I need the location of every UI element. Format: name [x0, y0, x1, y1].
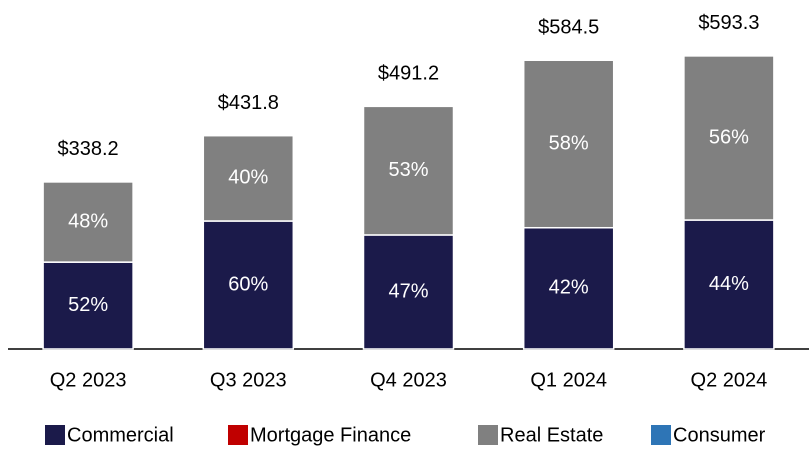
- bar-segment: [202, 134, 295, 222]
- bar-segment: [42, 261, 134, 350]
- total-label: $431.8: [218, 92, 279, 114]
- bar-segment: [362, 105, 455, 236]
- legend-label: Mortgage Finance: [250, 424, 411, 446]
- bar-segment: [522, 59, 615, 229]
- total-label: $338.2: [58, 138, 119, 160]
- segment-label: 58%: [549, 132, 589, 154]
- segment-label: 47%: [388, 280, 428, 302]
- total-label: $584.5: [538, 17, 599, 39]
- x-tick-label: Q4 2023: [370, 369, 447, 391]
- segment-label: 44%: [709, 273, 749, 295]
- x-tick-label: Q2 2023: [50, 369, 127, 391]
- segment-label: 52%: [68, 294, 108, 316]
- bar-segment: [362, 234, 455, 350]
- legend-label: Consumer: [673, 424, 766, 446]
- legend-label: Commercial: [67, 424, 174, 446]
- legend-swatch: [228, 425, 248, 445]
- bar-segment: [683, 219, 775, 350]
- bar-segment: [42, 181, 134, 263]
- x-tick-label: Q1 2024: [530, 369, 607, 391]
- bar-segment: [683, 55, 775, 221]
- x-tick-label: Q3 2023: [210, 369, 287, 391]
- legend-label: Real Estate: [500, 424, 603, 446]
- segment-label: 53%: [388, 159, 428, 181]
- x-tick-label: Q2 2024: [691, 369, 768, 391]
- total-label: $491.2: [378, 63, 439, 85]
- segment-label: 48%: [68, 210, 108, 232]
- segment-label: 42%: [549, 277, 589, 299]
- legend-swatch: [478, 425, 498, 445]
- segment-label: 40%: [228, 167, 268, 189]
- legend-swatch: [45, 425, 65, 445]
- segment-label: 60%: [228, 273, 268, 295]
- total-label: $593.3: [698, 12, 759, 34]
- bar-segment: [522, 226, 615, 350]
- segment-label: 56%: [709, 126, 749, 148]
- legend-swatch: [651, 425, 671, 445]
